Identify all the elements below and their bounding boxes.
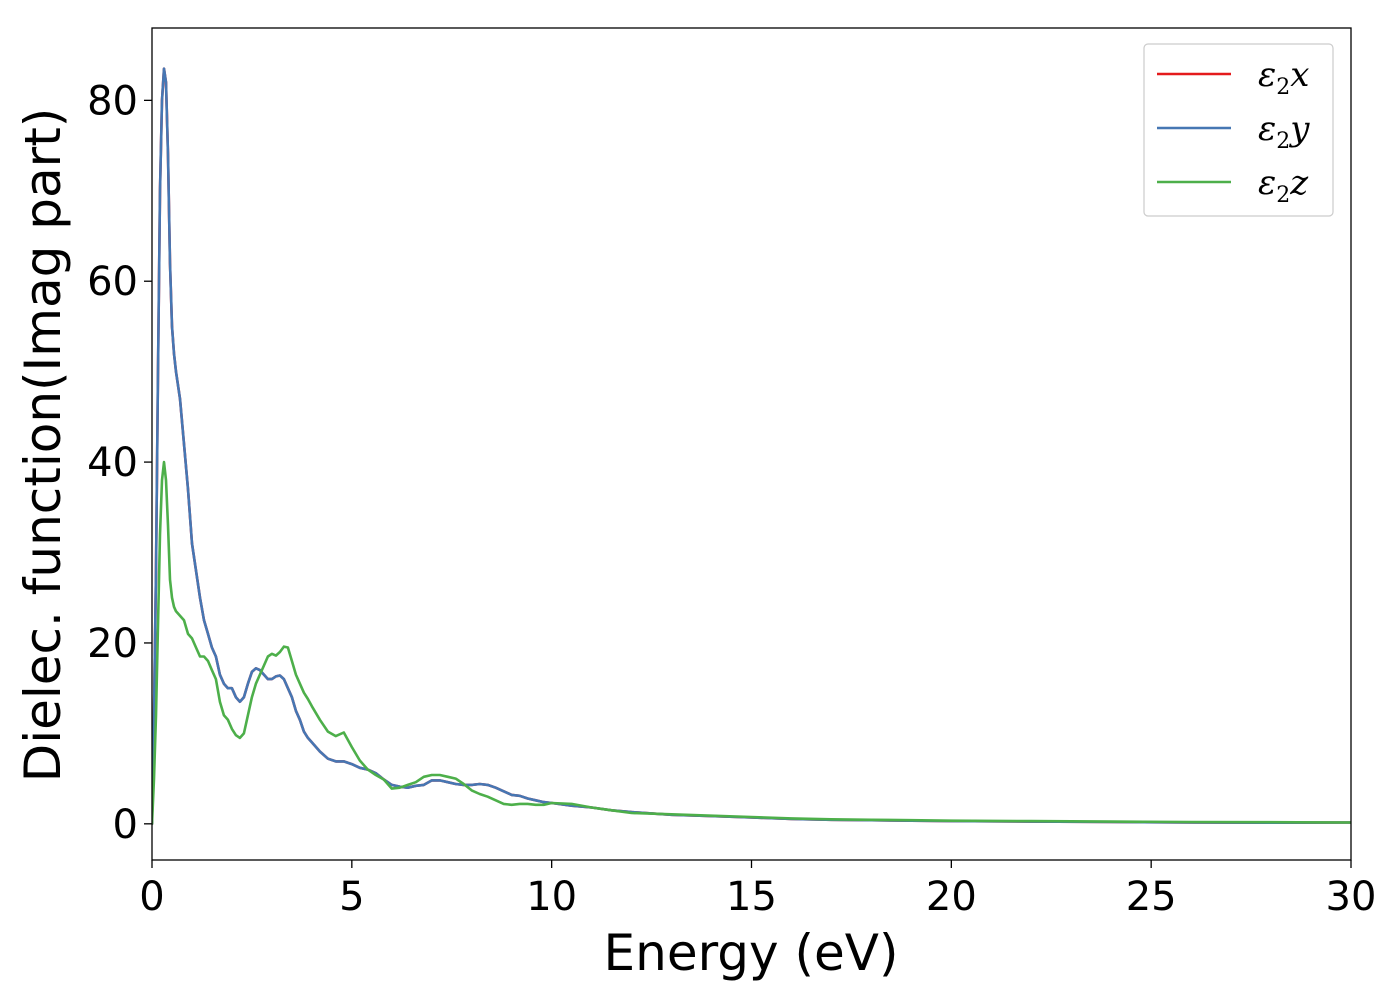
legend-label-z: ε2z [1258,163,1309,208]
y-tick-label: 80 [87,78,138,124]
y-tick-label: 40 [87,440,138,486]
y-tick-label: 0 [113,802,138,848]
x-tick-label: 20 [926,874,977,920]
plot-area [152,67,1351,826]
axes: 0 5 10 15 20 25 30 0 20 40 60 80 [87,27,1377,920]
series-line-z [152,460,1351,826]
legend-box [1143,43,1334,217]
x-tick-label: 5 [339,874,364,920]
y-tick-label: 20 [87,621,138,667]
x-axis-label: Energy (eV) [604,924,899,982]
x-tick-label: 15 [726,874,777,920]
y-tick-label: 60 [87,259,138,305]
x-tick-label: 25 [1126,874,1177,920]
x-tick-label: 10 [526,874,577,920]
series-group [152,67,1351,826]
y-axis-label: Dielec. function(Imag part) [14,108,72,783]
x-tick-label: 0 [139,874,164,920]
x-tick-label: 30 [1326,874,1377,920]
legend-label-x: ε2x [1258,55,1309,100]
legend: ε2x ε2y ε2z [1143,43,1334,217]
legend-label-y: ε2y [1258,109,1310,154]
